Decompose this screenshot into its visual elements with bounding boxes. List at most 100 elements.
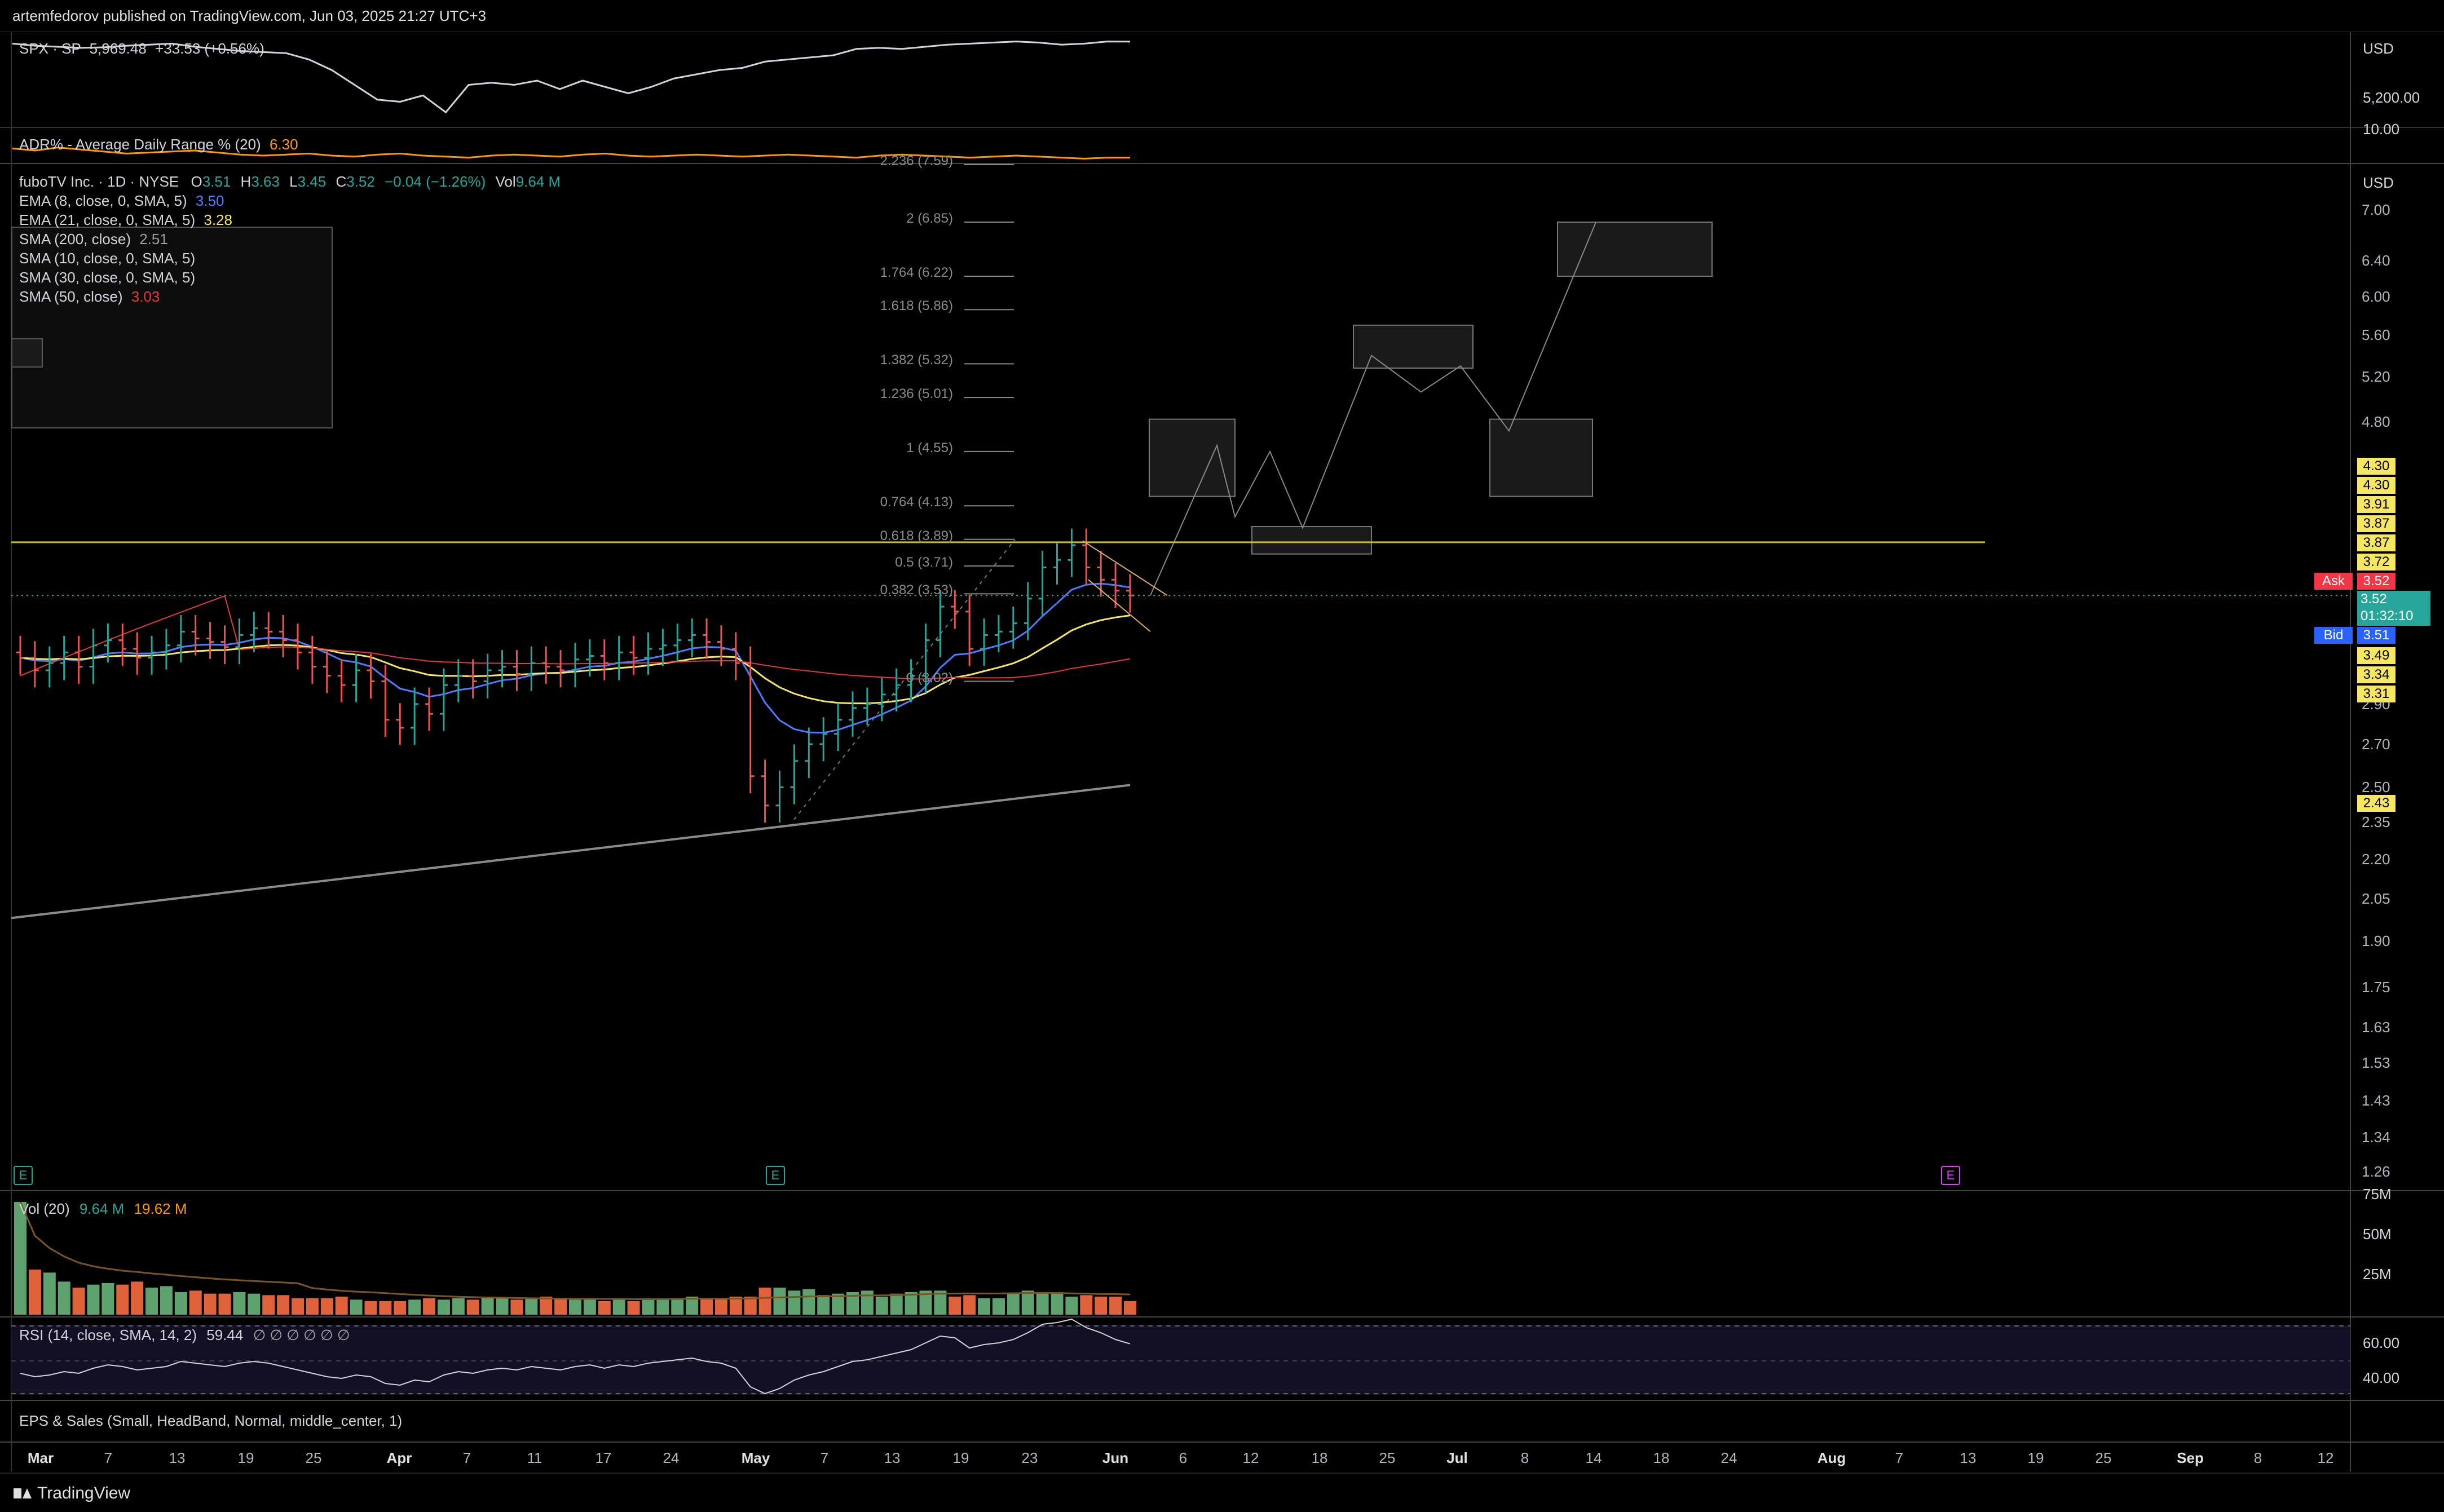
last-price-tag: 3.52 01:32:10 bbox=[2357, 591, 2430, 626]
volume-ma-line bbox=[19, 1201, 1131, 1301]
legend-sma30[interactable]: SMA (30, close, 0, SMA, 5) bbox=[19, 269, 196, 286]
spx-polyline bbox=[12, 41, 1131, 114]
fib-level-label: 2.236 (7.59) bbox=[880, 153, 953, 169]
price-tag-yellow: 3.87 bbox=[2357, 534, 2396, 551]
time-axis-label: 24 bbox=[663, 1449, 680, 1466]
wedge-lower bbox=[1088, 579, 1151, 633]
volume-bar bbox=[875, 1297, 888, 1315]
volume-bar bbox=[992, 1298, 1005, 1315]
volume-bar bbox=[116, 1284, 129, 1315]
time-axis-label: 25 bbox=[1379, 1449, 1396, 1466]
volume-bar bbox=[510, 1299, 523, 1315]
resistance-line bbox=[11, 540, 2350, 633]
volume-bar bbox=[58, 1281, 70, 1315]
volume-bar bbox=[773, 1288, 786, 1315]
bid-price-tag: 3.51 bbox=[2357, 627, 2396, 644]
volume-bar bbox=[832, 1293, 845, 1315]
volume-bar bbox=[1021, 1290, 1034, 1315]
publish-info: artemfedorov published on TradingView.co… bbox=[12, 7, 486, 24]
earnings-marker-2[interactable]: E bbox=[766, 1166, 785, 1185]
price-tick: 6.00 bbox=[2362, 288, 2390, 305]
time-axis-label: 25 bbox=[2095, 1449, 2112, 1466]
volume-bar bbox=[1080, 1295, 1093, 1315]
pane-separators bbox=[0, 31, 2444, 1471]
volume-bar bbox=[671, 1298, 684, 1315]
spx-legend[interactable]: SPX · SP 5,969.48 +33.53 (+0.56%) bbox=[19, 39, 264, 58]
volume-bar bbox=[686, 1297, 699, 1315]
volume-bar bbox=[102, 1283, 114, 1315]
time-axis-label: 7 bbox=[104, 1449, 113, 1466]
price-tick: 5.60 bbox=[2362, 326, 2390, 344]
volume-bar bbox=[233, 1292, 246, 1315]
volume-bar bbox=[423, 1298, 436, 1315]
volume-bar bbox=[1065, 1297, 1078, 1315]
volume-bar bbox=[700, 1298, 713, 1315]
legend-sma200[interactable]: SMA (200, close) 2.51 bbox=[19, 231, 168, 247]
time-axis-label: 6 bbox=[1179, 1449, 1188, 1466]
tradingview-logo[interactable]: TradingView bbox=[14, 1484, 130, 1503]
volume-bar bbox=[656, 1299, 669, 1315]
volume-bar bbox=[978, 1298, 991, 1315]
time-axis-label: May bbox=[741, 1449, 770, 1466]
fib-level-label: 1.764 (6.22) bbox=[880, 264, 953, 280]
main-legend[interactable]: fuboTV Inc. · 1D · NYSE O3.51 H3.63 L3.4… bbox=[19, 173, 561, 191]
fib-level-label: 1.618 (5.86) bbox=[880, 298, 953, 314]
volume-bar bbox=[292, 1298, 304, 1315]
volume-bar bbox=[714, 1298, 727, 1315]
volume-bar bbox=[320, 1298, 333, 1315]
price-tag-yellow: 3.87 bbox=[2357, 515, 2396, 532]
volume-bar bbox=[277, 1295, 290, 1315]
volume-bar bbox=[817, 1295, 830, 1315]
rsi-legend[interactable]: RSI (14, close, SMA, 14, 2) 59.44 ∅ ∅ ∅ … bbox=[19, 1327, 350, 1343]
price-tick: 2.05 bbox=[2362, 890, 2390, 907]
fib-level-label: 1 (4.55) bbox=[906, 440, 953, 456]
eps-legend[interactable]: EPS & Sales (Small, HeadBand, Normal, mi… bbox=[19, 1412, 403, 1429]
volume-bar bbox=[788, 1290, 801, 1315]
volume-bar bbox=[204, 1293, 217, 1315]
volume-bar bbox=[963, 1295, 976, 1315]
volume-bar bbox=[160, 1286, 173, 1315]
legend-ema21[interactable]: EMA (21, close, 0, SMA, 5) 3.28 bbox=[19, 211, 232, 228]
price-tick: 7.00 bbox=[2362, 201, 2390, 219]
currency-main[interactable]: USD bbox=[2363, 174, 2394, 191]
earnings-marker-1[interactable]: E bbox=[14, 1166, 33, 1185]
time-axis-label: Apr bbox=[386, 1449, 412, 1466]
time-axis-label: 17 bbox=[595, 1449, 612, 1466]
price-tick: 2.35 bbox=[2362, 814, 2390, 830]
time-axis-label: 25 bbox=[305, 1449, 322, 1466]
volume-bar bbox=[335, 1297, 348, 1315]
price-tick: 1.75 bbox=[2362, 979, 2390, 996]
volume-bar bbox=[758, 1288, 771, 1315]
legend-sma50[interactable]: SMA (50, close) 3.03 bbox=[19, 288, 160, 305]
earnings-marker-upcoming[interactable]: E bbox=[1941, 1166, 1960, 1185]
fib-level-label: 1.236 (5.01) bbox=[880, 386, 953, 402]
legend-ema8[interactable]: EMA (8, close, 0, SMA, 5) 3.50 bbox=[19, 192, 224, 209]
time-axis-label: 24 bbox=[1720, 1449, 1737, 1466]
adr-legend[interactable]: ADR% - Average Daily Range % (20) 6.30 bbox=[19, 135, 298, 153]
volume-bar bbox=[145, 1288, 158, 1315]
volume-bar bbox=[949, 1297, 961, 1315]
rsi-axis-60: 60.00 bbox=[2363, 1334, 2400, 1351]
volume-bar bbox=[364, 1301, 377, 1315]
volume-bar bbox=[481, 1297, 494, 1315]
legend-sma10[interactable]: SMA (10, close, 0, SMA, 5) bbox=[19, 250, 196, 267]
currency-top[interactable]: USD bbox=[2363, 40, 2394, 57]
time-axis-label: 23 bbox=[1021, 1449, 1038, 1466]
volume-bar bbox=[744, 1297, 757, 1315]
volume-bar bbox=[802, 1289, 815, 1315]
volume-bar bbox=[452, 1298, 465, 1315]
time-axis-label: Aug bbox=[1817, 1449, 1846, 1466]
time-axis-label: 19 bbox=[2027, 1449, 2044, 1466]
time-axis-label: 11 bbox=[527, 1449, 542, 1466]
spx-label: SPX · SP bbox=[19, 40, 81, 57]
target-zone-box bbox=[1353, 324, 1474, 369]
rsi-axis-40: 40.00 bbox=[2363, 1369, 2400, 1386]
volume-bar bbox=[642, 1299, 655, 1315]
volume-bar bbox=[846, 1292, 859, 1315]
price-tick: 6.40 bbox=[2362, 251, 2390, 269]
price-tag-yellow: 3.91 bbox=[2357, 496, 2396, 513]
ask-label: Ask bbox=[2314, 573, 2353, 590]
volume-legend[interactable]: Vol (20) 9.64 M 19.62 M bbox=[19, 1200, 187, 1217]
legend-collapse-toggle[interactable] bbox=[11, 338, 43, 368]
